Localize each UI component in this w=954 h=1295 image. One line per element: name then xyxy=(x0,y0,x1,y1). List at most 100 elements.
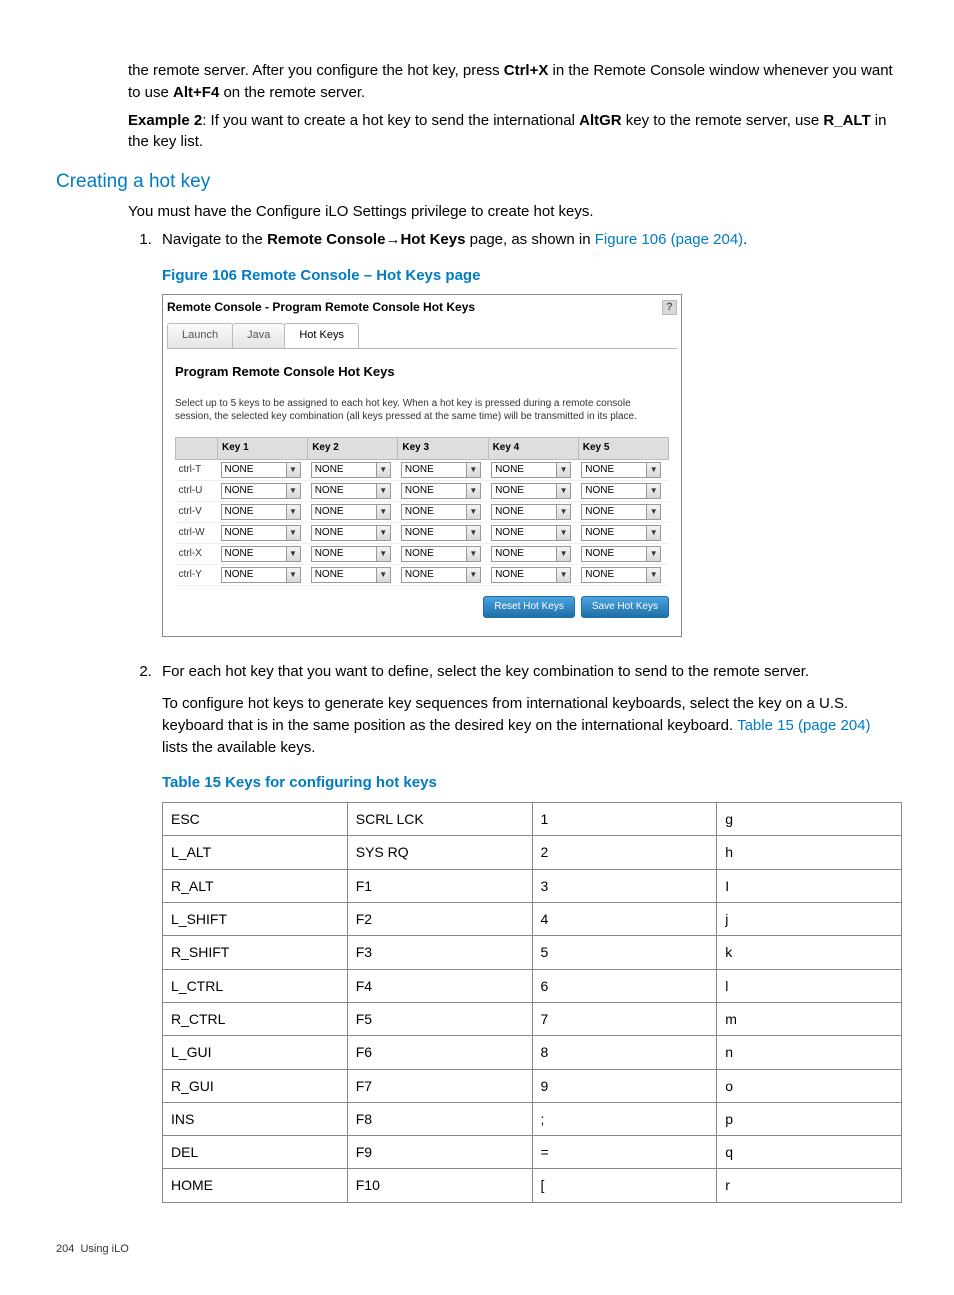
chevron-down-icon: ▼ xyxy=(466,568,480,582)
dropdown-value: NONE xyxy=(312,484,376,499)
keys-cell: 5 xyxy=(532,936,717,969)
key-dropdown[interactable]: NONE▼ xyxy=(401,546,481,562)
dropdown-value: NONE xyxy=(312,505,376,520)
key-dropdown[interactable]: NONE▼ xyxy=(581,525,661,541)
keys-cell: j xyxy=(717,903,902,936)
dropdown-value: NONE xyxy=(222,505,286,520)
text: Navigate to the xyxy=(162,231,267,248)
key-dropdown[interactable]: NONE▼ xyxy=(581,567,661,583)
text: key to the remote server, use xyxy=(622,112,824,129)
key-dropdown[interactable]: NONE▼ xyxy=(311,462,391,478)
key-dropdown[interactable]: NONE▼ xyxy=(221,462,301,478)
page-number: 204 xyxy=(56,1243,74,1255)
keys-cell: F2 xyxy=(347,903,532,936)
key-dropdown[interactable]: NONE▼ xyxy=(401,462,481,478)
text: page, as shown in xyxy=(465,231,594,248)
key-dropdown[interactable]: NONE▼ xyxy=(491,483,571,499)
hot-keys: Hot Keys xyxy=(400,231,465,248)
key-dropdown[interactable]: NONE▼ xyxy=(401,525,481,541)
keys-cell: = xyxy=(532,1136,717,1169)
key-dropdown[interactable]: NONE▼ xyxy=(311,546,391,562)
keys-cell: SCRL LCK xyxy=(347,803,532,836)
key-dropdown[interactable]: NONE▼ xyxy=(401,483,481,499)
keys-cell: ESC xyxy=(163,803,348,836)
chevron-down-icon: ▼ xyxy=(466,526,480,540)
keys-cell: o xyxy=(717,1069,902,1102)
keys-cell: F5 xyxy=(347,1002,532,1035)
steps-list: Navigate to the Remote Console→Hot Keys … xyxy=(128,229,898,1203)
key-dropdown[interactable]: NONE▼ xyxy=(401,504,481,520)
hotkey-cell: NONE▼ xyxy=(218,543,308,564)
hotkey-cell: NONE▼ xyxy=(218,564,308,585)
col-key2: Key 2 xyxy=(308,438,398,460)
text: on the remote server. xyxy=(219,84,365,101)
key-dropdown[interactable]: NONE▼ xyxy=(491,504,571,520)
keys-cell: F8 xyxy=(347,1102,532,1135)
keys-cell: k xyxy=(717,936,902,969)
key-dropdown[interactable]: NONE▼ xyxy=(221,546,301,562)
key-dropdown[interactable]: NONE▼ xyxy=(221,483,301,499)
key-dropdown[interactable]: NONE▼ xyxy=(311,525,391,541)
key-dropdown[interactable]: NONE▼ xyxy=(491,525,571,541)
dropdown-value: NONE xyxy=(222,526,286,541)
reset-button[interactable]: Reset Hot Keys xyxy=(483,596,574,619)
dropdown-value: NONE xyxy=(492,463,556,478)
key-dropdown[interactable]: NONE▼ xyxy=(491,462,571,478)
key-dropdown[interactable]: NONE▼ xyxy=(311,504,391,520)
keys-cell: 3 xyxy=(532,869,717,902)
footer-text: Using iLO xyxy=(80,1243,128,1255)
keys-cell: F3 xyxy=(347,936,532,969)
hotkey-cell: NONE▼ xyxy=(488,459,578,480)
chevron-down-icon: ▼ xyxy=(376,547,390,561)
chevron-down-icon: ▼ xyxy=(376,526,390,540)
tab-java[interactable]: Java xyxy=(232,323,285,348)
key-dropdown[interactable]: NONE▼ xyxy=(401,567,481,583)
key-dropdown[interactable]: NONE▼ xyxy=(581,483,661,499)
table-caption: Table 15 Keys for configuring hot keys xyxy=(162,772,898,794)
tab-hotkeys[interactable]: Hot Keys xyxy=(284,323,359,348)
keys-cell: F6 xyxy=(347,1036,532,1069)
col-key4: Key 4 xyxy=(488,438,578,460)
hotkey-row: ctrl-WNONE▼NONE▼NONE▼NONE▼NONE▼ xyxy=(176,522,669,543)
key-dropdown[interactable]: NONE▼ xyxy=(581,462,661,478)
section-heading: Creating a hot key xyxy=(56,171,898,193)
key-dropdown[interactable]: NONE▼ xyxy=(491,546,571,562)
table-link[interactable]: Table 15 (page 204) xyxy=(737,717,870,734)
keys-cell: 8 xyxy=(532,1036,717,1069)
intro-paragraph-1: the remote server. After you configure t… xyxy=(128,60,898,104)
key-dropdown[interactable]: NONE▼ xyxy=(221,567,301,583)
hotkey-cell: NONE▼ xyxy=(488,501,578,522)
intro-paragraph-2: Example 2: If you want to create a hot k… xyxy=(128,110,898,154)
help-icon[interactable]: ? xyxy=(662,300,677,315)
panel-title: Remote Console - Program Remote Console … xyxy=(167,299,475,316)
text: the remote server. After you configure t… xyxy=(128,62,504,79)
tab-launch[interactable]: Launch xyxy=(167,323,233,348)
chevron-down-icon: ▼ xyxy=(466,463,480,477)
keys-cell: [ xyxy=(532,1169,717,1202)
keys-row: R_SHIFTF35k xyxy=(163,936,902,969)
keys-row: INSF8;p xyxy=(163,1102,902,1135)
figure-link[interactable]: Figure 106 (page 204) xyxy=(595,231,743,248)
key-dropdown[interactable]: NONE▼ xyxy=(221,504,301,520)
save-button[interactable]: Save Hot Keys xyxy=(581,596,669,619)
hotkey-row-label: ctrl-W xyxy=(176,522,218,543)
keys-cell: R_CTRL xyxy=(163,1002,348,1035)
button-row: Reset Hot Keys Save Hot Keys xyxy=(175,596,669,619)
chevron-down-icon: ▼ xyxy=(556,568,570,582)
key-dropdown[interactable]: NONE▼ xyxy=(221,525,301,541)
keys-cell: L_CTRL xyxy=(163,969,348,1002)
key-dropdown[interactable]: NONE▼ xyxy=(311,483,391,499)
key-dropdown[interactable]: NONE▼ xyxy=(311,567,391,583)
hotkey-cell: NONE▼ xyxy=(308,480,398,501)
chevron-down-icon: ▼ xyxy=(556,463,570,477)
keys-cell: INS xyxy=(163,1102,348,1135)
key-dropdown[interactable]: NONE▼ xyxy=(581,504,661,520)
chevron-down-icon: ▼ xyxy=(646,547,660,561)
key-dropdown[interactable]: NONE▼ xyxy=(491,567,571,583)
chevron-down-icon: ▼ xyxy=(466,505,480,519)
panel-heading: Program Remote Console Hot Keys xyxy=(175,363,669,382)
key-dropdown[interactable]: NONE▼ xyxy=(581,546,661,562)
tab-bar: Launch Java Hot Keys xyxy=(163,323,681,348)
hotkey-cell: NONE▼ xyxy=(488,480,578,501)
step2-p1: For each hot key that you want to define… xyxy=(162,661,898,683)
